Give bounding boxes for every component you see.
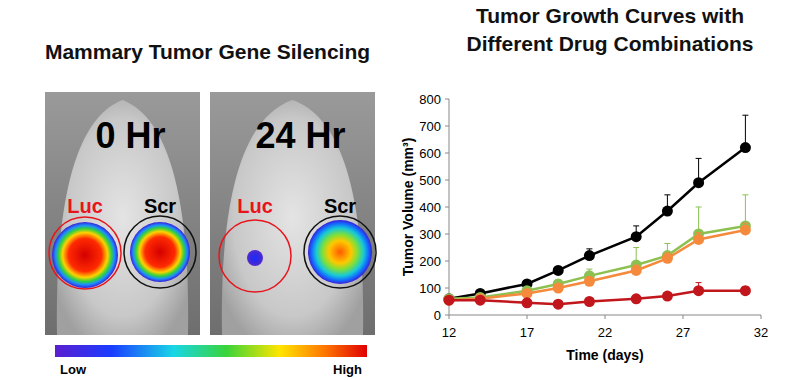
y-tick <box>445 126 449 127</box>
marker <box>444 295 455 306</box>
y-tick-label: 400 <box>419 200 441 215</box>
marker <box>662 291 673 302</box>
luc-roi <box>219 220 291 292</box>
axes: 0 100 200 300 400 500 600 700 800 12 17 22 27 32 Time … <box>400 92 768 364</box>
series <box>444 283 751 310</box>
panel-title: Mammary Tumor Gene Silencing <box>0 38 415 66</box>
marker <box>693 285 704 296</box>
x-tick-label: 12 <box>442 325 456 340</box>
luc-roi <box>49 217 121 289</box>
mouse-image: 0 Hr Luc Scr <box>45 92 200 335</box>
marker <box>553 283 564 294</box>
x-tick <box>683 315 684 319</box>
y-tick <box>445 288 449 289</box>
colorbar-label: High <box>333 362 362 377</box>
y-tick <box>445 180 449 181</box>
marker <box>631 231 642 242</box>
x-tick <box>527 315 528 319</box>
x-tick <box>449 315 450 319</box>
y-tick-label: 100 <box>419 281 441 296</box>
y-tick-label: 500 <box>419 173 441 188</box>
scr-roi <box>304 216 376 288</box>
region-label: Scr <box>144 195 176 217</box>
marker <box>631 293 642 304</box>
marker <box>740 142 751 153</box>
marker <box>522 297 533 308</box>
region-label: Luc <box>67 195 103 217</box>
marker <box>693 234 704 245</box>
image-bg <box>210 92 375 335</box>
marker <box>553 299 564 310</box>
marker <box>475 295 486 306</box>
y-tick <box>445 99 449 100</box>
series <box>444 195 751 304</box>
marker <box>522 288 533 299</box>
marker <box>631 265 642 276</box>
series-line <box>449 226 745 299</box>
marker <box>444 295 455 306</box>
marker <box>584 296 595 307</box>
marker <box>740 285 751 296</box>
y-tick <box>445 261 449 262</box>
x-tick-label: 27 <box>676 325 690 340</box>
mouse-image: 24 Hr Luc Scr <box>210 92 376 335</box>
y-tick <box>445 315 449 316</box>
y-tick-label: 600 <box>419 146 441 161</box>
marker <box>662 206 673 217</box>
y-tick-label: 0 <box>434 308 441 323</box>
time-label: 24 Hr <box>255 115 345 156</box>
y-tick-label: 200 <box>419 254 441 269</box>
series <box>444 223 751 305</box>
plot-area <box>444 115 751 310</box>
series-line <box>449 230 745 300</box>
series-line <box>449 148 745 299</box>
marker <box>740 224 751 235</box>
marker <box>662 253 673 264</box>
scr-signal <box>308 220 372 284</box>
y-tick <box>445 234 449 235</box>
region-label: Scr <box>324 195 356 217</box>
scr-roi <box>124 216 196 288</box>
y-tick-label: 700 <box>419 119 441 134</box>
image-bg <box>45 92 200 335</box>
colorbar <box>55 345 367 357</box>
y-tick <box>445 153 449 154</box>
marker <box>693 177 704 188</box>
x-tick-label: 22 <box>598 325 612 340</box>
marker <box>584 250 595 261</box>
x-tick <box>761 315 762 319</box>
colorbar-label: Low <box>60 362 87 377</box>
y-tick <box>445 207 449 208</box>
y-tick-label: 800 <box>419 92 441 107</box>
marker <box>584 276 595 287</box>
scr-signal <box>130 222 190 282</box>
luc-signal <box>52 222 118 288</box>
x-tick <box>605 315 606 319</box>
mouse-body <box>222 100 363 335</box>
time-label: 0 Hr <box>95 115 165 156</box>
x-tick-label: 17 <box>520 325 534 340</box>
luc-signal <box>247 250 263 266</box>
chart-title: Tumor Growth Curves with Different Drug … <box>440 2 780 58</box>
y-tick-label: 300 <box>419 227 441 242</box>
x-axis-label: Time (days) <box>566 347 644 363</box>
marker <box>553 265 564 276</box>
y-axis-label: Tumor Volume (mm³) <box>400 138 416 277</box>
series <box>444 115 751 304</box>
x-tick-label: 32 <box>754 325 768 340</box>
region-label: Luc <box>237 195 273 217</box>
